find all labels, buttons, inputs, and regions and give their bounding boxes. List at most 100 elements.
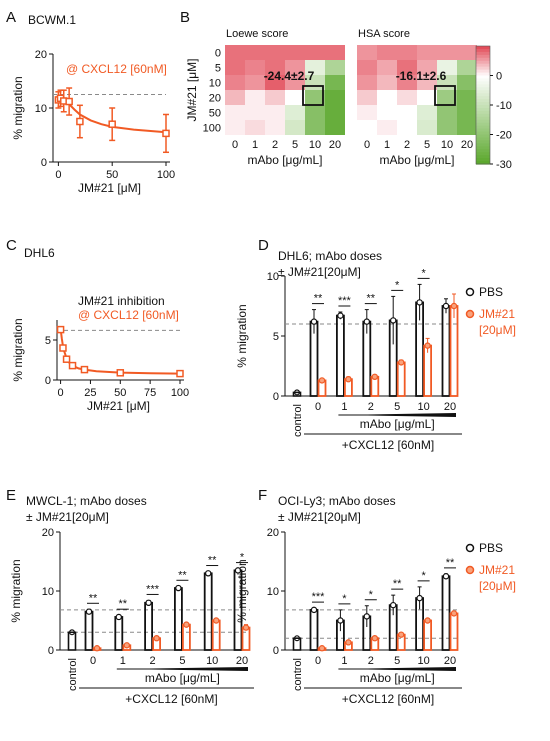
panel-c-x-tick-label: 50 <box>114 387 126 399</box>
heatmap-cell <box>377 75 397 90</box>
panel-f-category-label: 2 <box>368 655 374 667</box>
colorbar-segment <box>476 78 490 82</box>
heatmap-cell <box>437 45 457 60</box>
panel-f-point-jm21 <box>345 639 352 646</box>
panel-f-dose-label: mAbo [μg/mL] <box>360 671 435 685</box>
panel-d-category-label: 1 <box>341 401 347 413</box>
heatmap-cell <box>457 90 477 105</box>
panel-e-significance-label: ** <box>208 555 217 567</box>
panel-b-y-axis-label: JM#21 [μM] <box>185 59 199 122</box>
panel-f-legend-pbs-label: PBS <box>479 541 503 555</box>
heatmap-cell <box>457 105 477 120</box>
panel-d-point-jm21 <box>424 342 431 349</box>
panel-c-title: DHL6 <box>24 246 55 260</box>
panel-e-significance-label: ** <box>89 592 98 604</box>
panel-e-dose-wedge <box>116 667 248 671</box>
panel-e-control-label: control <box>67 658 79 691</box>
panel-d-point-jm21 <box>371 373 378 380</box>
colorbar-segment <box>476 72 490 77</box>
panel-b-y-tick-label: 20 <box>209 93 221 105</box>
panel-f-y-tick-label: 0 <box>273 645 279 657</box>
heatmap-cell <box>305 90 325 105</box>
panel-d-significance-label: ** <box>367 293 376 305</box>
panel-f-dose-wedge <box>338 667 456 671</box>
panel-b-x-tick-label: 5 <box>424 139 430 151</box>
panel-e-point-pbs <box>234 567 242 574</box>
panel-b-colorbar-tick-label: -30 <box>496 159 512 171</box>
panel-f-point-jm21 <box>318 645 326 652</box>
panel-b-synergy-score: -16.1±2.6 <box>396 69 447 83</box>
panel-e-category-label: 1 <box>120 655 126 667</box>
panel-e-point-pbs <box>85 608 93 615</box>
panel-b-x-tick-label: 2 <box>272 139 278 151</box>
panel-d-control-bar <box>292 391 302 397</box>
heatmap-cell <box>397 60 417 75</box>
heatmap-cell <box>417 90 437 105</box>
panel-e-category-label: 2 <box>150 655 156 667</box>
panel-e-point-pbs <box>145 599 152 607</box>
heatmap-cell <box>245 90 265 105</box>
panel-d-category-label: 10 <box>417 401 429 413</box>
panel-b-x-tick-label: 10 <box>309 139 321 151</box>
heatmap-cell <box>225 60 245 75</box>
panel-b-x-axis-label: mAbo [μg/mL] <box>380 153 455 167</box>
panel-e-point-jm21 <box>242 624 250 631</box>
panel-d-bar-jm21 <box>423 344 433 397</box>
heatmap-cell <box>457 45 477 60</box>
panel-e-significance-label: ** <box>178 569 187 581</box>
heatmap-cell <box>357 105 377 120</box>
heatmap-cell <box>417 75 437 90</box>
heatmap-cell <box>357 120 377 135</box>
heatmap-cell <box>245 75 265 90</box>
panel-f-point-jm21 <box>371 635 378 642</box>
panel-f-significance-label: ** <box>393 578 402 590</box>
panel-d-point-pbs <box>416 299 423 306</box>
heatmap-cell <box>245 45 265 60</box>
panel-f-significance-label: * <box>369 589 374 601</box>
colorbar-segment <box>476 155 490 159</box>
panel-b-y-tick-label: 5 <box>215 63 221 75</box>
panel-letter-e: E <box>6 487 16 504</box>
panel-d-point-pbs <box>337 312 344 319</box>
panel-b-x-tick-label: 20 <box>329 139 341 151</box>
heatmap-cell <box>417 120 437 135</box>
panel-c-x-tick-label: 25 <box>84 387 96 399</box>
panel-f-bar-jm21 <box>423 619 433 651</box>
panel-b-highlight-box <box>434 85 456 106</box>
panel-d-y-tick-label: 5 <box>273 331 279 343</box>
panel-e-category-label: 0 <box>90 655 96 667</box>
panel-e-dose-label: mAbo [μg/mL] <box>145 671 220 685</box>
panel-letter-b: B <box>180 9 190 26</box>
panel-d-legend-jm21-dose: [20μM] <box>479 323 516 337</box>
panel-e-point-jm21 <box>93 645 101 652</box>
colorbar-segment <box>476 134 490 139</box>
panel-b-x-tick-label: 10 <box>441 139 453 151</box>
panel-c-data-point <box>62 355 71 363</box>
colorbar-segment <box>476 48 490 53</box>
panel-d-subtitle: ± JM#21[20μM] <box>278 265 361 279</box>
panel-e-significance-label: ** <box>119 598 128 610</box>
panel-d-dose-wedge <box>338 413 456 417</box>
panel-e-category-label: 10 <box>206 655 218 667</box>
heatmap-cell <box>397 75 417 90</box>
panel-b-y-tick-label: 50 <box>209 108 221 120</box>
panel-a-x-axis-label: JM#21 [μM] <box>78 181 141 195</box>
panel-a-data-point <box>162 129 170 138</box>
heatmap-cell <box>265 90 285 105</box>
panel-e-point-jm21 <box>212 617 220 624</box>
panel-f-control-point <box>294 635 301 642</box>
colorbar-segment <box>476 93 490 97</box>
panel-d-bar-pbs <box>335 314 345 397</box>
panel-a-y-tick-label: 20 <box>35 49 47 61</box>
heatmap-cell <box>285 45 305 60</box>
heatmap-cell <box>437 120 457 135</box>
panel-c-x-tick-label: 0 <box>58 387 64 399</box>
heatmap-cell <box>377 45 397 60</box>
colorbar-segment <box>476 51 490 56</box>
heatmap-cell <box>265 75 285 90</box>
panel-c-y-tick-label: 0 <box>45 375 51 387</box>
panel-b-synergy-score: -24.4±2.7 <box>264 69 315 83</box>
heatmap-cell <box>325 45 345 60</box>
colorbar-segment <box>476 99 490 103</box>
